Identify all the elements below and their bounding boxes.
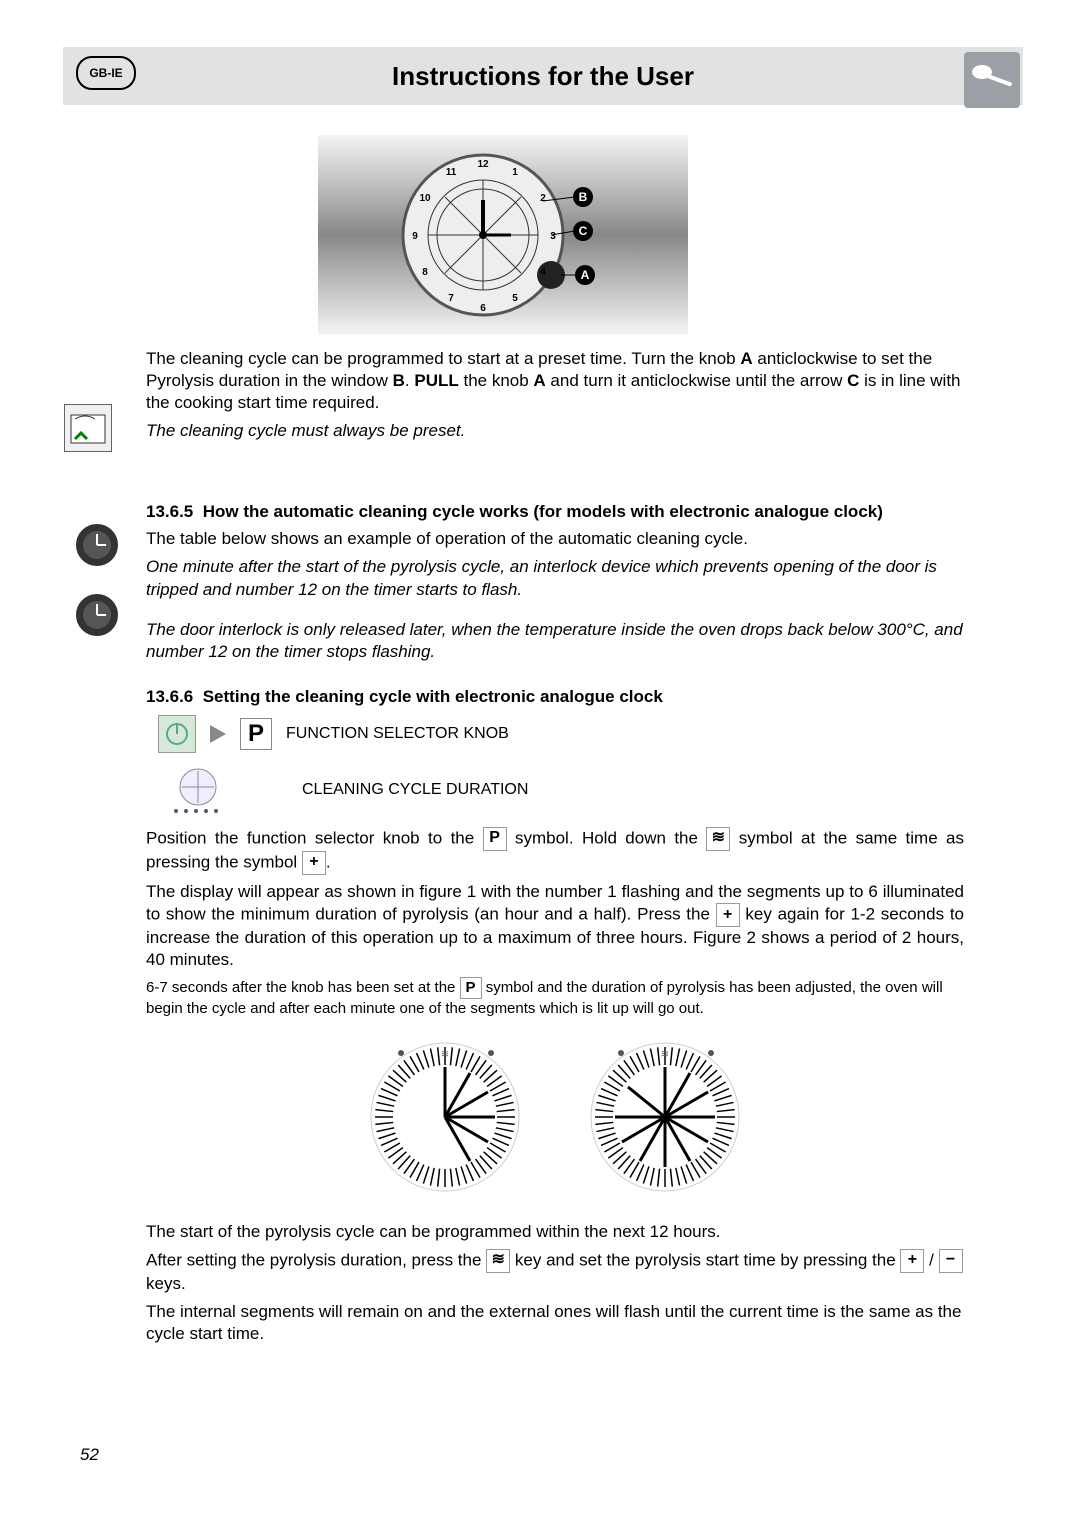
function-selector-label: FUNCTION SELECTOR KNOB: [286, 725, 509, 743]
text: key and set the pyrolysis start time by …: [510, 1250, 900, 1269]
text-bold: B: [393, 371, 405, 390]
section-number: 13.6.5: [146, 502, 193, 521]
clock-num-8: 8: [422, 267, 428, 278]
clock-label-c: C: [579, 224, 588, 238]
text-bold: A: [533, 371, 545, 390]
p-symbol-box: P: [240, 718, 272, 750]
clock-num-9: 9: [412, 231, 418, 242]
plus-icon: +: [900, 1249, 924, 1273]
clock-label-b: B: [579, 190, 588, 204]
sec1366-para3: 6-7 seconds after the knob has been set …: [146, 977, 964, 1019]
body-content: The cleaning cycle can be programmed to …: [146, 348, 964, 1351]
mini-clock-icon: [76, 594, 118, 636]
text: .: [405, 371, 414, 390]
sunburst-dial-1: ≋: [365, 1037, 525, 1197]
mini-clock-icon: [76, 524, 118, 566]
clock-num-4: 4: [540, 267, 546, 278]
sec1366-para4: The start of the pyrolysis cycle can be …: [146, 1221, 964, 1243]
minus-icon: −: [939, 1249, 963, 1273]
text: /: [924, 1250, 938, 1269]
duration-clock-icon: [158, 765, 238, 815]
sec1365-note1: One minute after the start of the pyroly…: [146, 556, 964, 600]
selector-knob-icon: [158, 715, 196, 753]
sec1366-para5: After setting the pyrolysis duration, pr…: [146, 1249, 964, 1295]
page-number: 52: [80, 1445, 99, 1465]
section-1365-heading: 13.6.5 How the automatic cleaning cycle …: [146, 502, 964, 522]
svg-text:≋: ≋: [441, 1049, 449, 1060]
clock-num-1: 1: [512, 167, 518, 178]
text: After setting the pyrolysis duration, pr…: [146, 1250, 486, 1269]
svg-text:≋: ≋: [661, 1049, 669, 1060]
text: 6-7 seconds after the knob has been set …: [146, 979, 460, 996]
cleaning-duration-row: CLEANING CYCLE DURATION: [158, 765, 964, 815]
sunburst-dial-2: ≋: [585, 1037, 745, 1197]
text: keys.: [146, 1274, 186, 1293]
clock-num-2: 2: [540, 193, 546, 204]
clock-num-12: 12: [477, 159, 489, 170]
language-badge: GB-IE: [76, 56, 136, 90]
preset-note: The cleaning cycle must always be preset…: [146, 420, 964, 442]
sec1366-para2: The display will appear as shown in figu…: [146, 881, 964, 971]
note-icon: [64, 404, 112, 452]
plus-icon: +: [302, 851, 326, 875]
clock-num-5: 5: [512, 293, 518, 304]
text: symbol. Hold down the: [507, 828, 707, 847]
p-symbol-inline: P: [460, 977, 482, 999]
text-bold: PULL: [414, 371, 458, 390]
clock-num-11: 11: [446, 167, 457, 178]
sec1365-note2: The door interlock is only released late…: [146, 619, 964, 663]
clock-num-3: 3: [550, 231, 556, 242]
clock-label-a: A: [581, 268, 590, 282]
text-bold: A: [740, 349, 752, 368]
heat-icon: ≋: [706, 827, 730, 851]
text: the knob: [459, 371, 534, 390]
analogue-clock-figure: 12 1 2 3 4 5 6 7 8 9 10 11 B C: [318, 135, 688, 335]
section-number: 13.6.6: [146, 687, 193, 706]
plus-icon: +: [716, 903, 740, 927]
clock-num-6: 6: [480, 303, 486, 314]
text-bold: C: [847, 371, 859, 390]
sunburst-figures: ≋ ≋: [146, 1037, 964, 1197]
function-selector-row: P FUNCTION SELECTOR KNOB: [158, 715, 964, 753]
clock-num-10: 10: [419, 193, 431, 204]
arrow-right-icon: [210, 725, 226, 743]
text: and turn it anticlockwise until the arro…: [546, 371, 847, 390]
p-symbol-inline: P: [483, 827, 507, 851]
text: Position the function selector knob to t…: [146, 828, 483, 847]
section-title: How the automatic cleaning cycle works (…: [203, 502, 883, 521]
section-title: Setting the cleaning cycle with electron…: [203, 687, 663, 706]
clock-svg: 12 1 2 3 4 5 6 7 8 9 10 11 B C: [373, 145, 633, 325]
spoon-icon: [964, 52, 1020, 108]
clock-num-7: 7: [448, 293, 454, 304]
page-header: Instructions for the User: [63, 47, 1023, 105]
text: .: [326, 852, 331, 871]
sec1366-para6: The internal segments will remain on and…: [146, 1301, 964, 1345]
sec1365-line1: The table below shows an example of oper…: [146, 528, 964, 550]
heat-icon: ≋: [486, 1249, 510, 1273]
text: The cleaning cycle can be programmed to …: [146, 349, 740, 368]
sec1366-para1: Position the function selector knob to t…: [146, 827, 964, 875]
intro-paragraph: The cleaning cycle can be programmed to …: [146, 348, 964, 414]
section-1366-heading: 13.6.6 Setting the cleaning cycle with e…: [146, 687, 964, 707]
page-title: Instructions for the User: [392, 61, 694, 92]
cleaning-duration-label: CLEANING CYCLE DURATION: [302, 781, 528, 799]
manual-page: Instructions for the User GB-IE: [0, 0, 1080, 1527]
